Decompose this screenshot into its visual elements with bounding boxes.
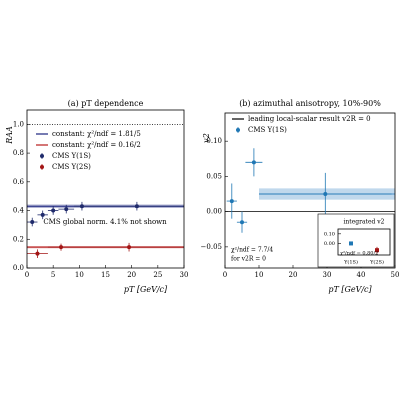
data-point [79, 204, 84, 209]
data-point [59, 245, 64, 250]
x-tick-label: 10 [75, 271, 84, 279]
inset-box [317, 213, 395, 268]
x-tick-label: 15 [101, 271, 110, 279]
annotation: χ²/ndf = 7.7/4 [231, 247, 273, 254]
y-tick-label: 0.10 [206, 137, 222, 145]
legend-label: CMS Υ(1S) [52, 152, 91, 160]
y-tick-label: 0.00 [324, 241, 335, 247]
legend-swatch [236, 128, 240, 132]
data-point [375, 248, 379, 253]
legend-label: constant: χ²/ndf = 0.16/2 [52, 141, 141, 149]
y-tick-label: 0.05 [206, 172, 222, 180]
annotation: for v2R = 0 [231, 256, 266, 263]
x-tick-label: 5 [51, 271, 55, 279]
legend-label: leading local-scalar result v2R = 0 [248, 115, 371, 123]
data-point [127, 245, 132, 250]
y-tick-label: 0.6 [13, 178, 25, 186]
x-tick-label: Υ(1S) [343, 259, 358, 266]
x-tick-label: 25 [153, 271, 162, 279]
plot-frame [337, 228, 391, 256]
data-point [229, 199, 234, 204]
y-tick-label: 0.2 [13, 235, 24, 243]
data-point [134, 204, 139, 209]
annotation: χ²/ndf = 0.80/2 [340, 251, 378, 257]
data-point [251, 160, 256, 165]
y-tick-label: 0.10 [324, 231, 335, 237]
annotation: CMS global norm. 4.1% not shown [43, 218, 167, 226]
legend-label: constant: χ²/ndf = 1.81/5 [52, 130, 141, 138]
x-tick-label: 0 [25, 271, 29, 279]
x-tick-label: Υ(2S) [369, 259, 384, 266]
panel-title: (a) pT dependence [68, 99, 144, 108]
x-tick-label: 30 [323, 271, 332, 279]
y-tick-label: 0.0 [13, 264, 24, 272]
legend-swatch [40, 154, 44, 158]
x-axis-label: pT [GeV/c] [124, 285, 168, 294]
legend-label: CMS Υ(1S) [248, 126, 287, 134]
data-point [30, 220, 35, 225]
panel-title: (b) azimuthal anisotropy, 10%-90% [239, 99, 381, 108]
data-point [35, 251, 40, 256]
y-tick-label: −0.05 [201, 243, 222, 251]
x-axis-label: pT [GeV/c] [328, 285, 372, 294]
y-tick-label: 0.00 [206, 208, 222, 216]
x-tick-label: 10 [255, 271, 264, 279]
x-tick-label: 50 [391, 271, 400, 279]
data-point [323, 192, 328, 197]
x-tick-label: 20 [289, 271, 298, 279]
y-axis-label: RAA [5, 126, 14, 145]
y-axis-label: v2 [202, 133, 211, 143]
x-tick-label: 30 [180, 271, 189, 279]
x-tick-label: 0 [223, 271, 227, 279]
inset-title: integrated v2 [344, 219, 385, 226]
data-point [40, 212, 45, 217]
data-point [349, 241, 353, 246]
y-tick-label: 0.8 [13, 149, 24, 157]
x-tick-label: 20 [127, 271, 136, 279]
data-point [51, 208, 56, 213]
plot-frame [224, 112, 396, 269]
x-tick-label: 40 [357, 271, 366, 279]
y-tick-label: 1.0 [13, 120, 24, 128]
data-point [64, 207, 69, 212]
y-tick-label: 0.4 [13, 207, 25, 215]
data-point [240, 220, 244, 225]
legend-label: CMS Υ(2S) [52, 163, 91, 171]
legend-swatch [40, 165, 44, 169]
